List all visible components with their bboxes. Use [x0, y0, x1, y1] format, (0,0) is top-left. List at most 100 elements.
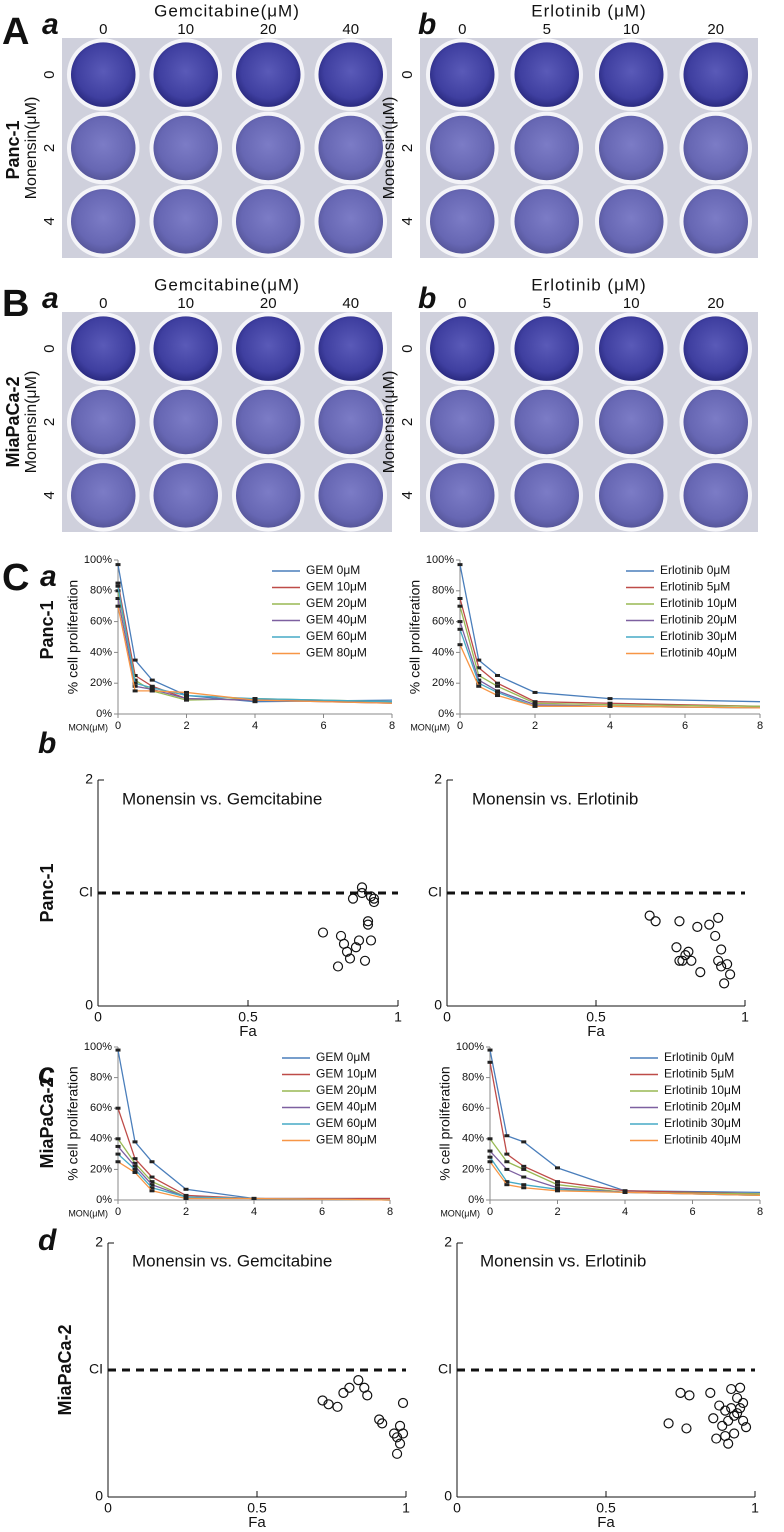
point-marker: [183, 1187, 189, 1191]
row-label: 0: [41, 344, 58, 352]
data-point: [695, 966, 706, 978]
point-marker: [132, 1170, 138, 1174]
y-tick-label: 40%: [90, 1133, 112, 1145]
legend-label: GEM 80μM: [306, 646, 367, 660]
point-marker: [476, 674, 482, 677]
data-point: [671, 942, 682, 953]
point-marker: [252, 698, 258, 702]
x-tick-label: 0: [104, 1500, 112, 1516]
point-marker: [115, 1160, 121, 1164]
well: [514, 316, 580, 381]
y-tick-label: 2: [434, 771, 442, 787]
legend-label: GEM 40μM: [316, 1100, 377, 1114]
point-marker: [476, 658, 482, 662]
x-tick-label: 4: [607, 720, 613, 732]
data-point: [332, 1401, 343, 1412]
y-tick-label: 0: [434, 997, 442, 1013]
well: [235, 316, 301, 381]
panel-label: b: [418, 8, 436, 41]
legend-label: Erlotinib 5μM: [664, 1067, 734, 1081]
y-axis-label: % cell proliferation: [65, 580, 81, 694]
x-tick-label: 4: [251, 1206, 257, 1218]
data-point: [686, 955, 697, 966]
data-point: [680, 950, 691, 961]
well: [153, 42, 219, 107]
row-axis-label: Monensin(μM): [381, 97, 398, 200]
legend-label: GEM 40μM: [306, 613, 367, 627]
data-point: [377, 1418, 388, 1429]
y-tick-label: CI: [79, 884, 93, 900]
cell-line-label: MiaPaCa-2: [55, 1324, 75, 1415]
column-label: 40: [342, 295, 359, 312]
point-marker: [132, 658, 138, 662]
point-marker: [532, 701, 538, 705]
point-marker: [521, 1140, 527, 1144]
legend-label: Erlotinib 30μM: [660, 629, 737, 643]
plate-title: Erlotinib (μM): [531, 275, 646, 294]
data-point: [720, 1405, 731, 1416]
y-axis-label: % cell proliferation: [407, 580, 423, 694]
panel-label: d: [38, 1224, 57, 1257]
point-marker: [495, 681, 500, 685]
point-marker: [115, 589, 121, 593]
y-tick-label: 0%: [96, 1194, 112, 1206]
x-tick-label: 0.5: [238, 1009, 258, 1025]
point-marker: [149, 1189, 155, 1193]
data-point: [722, 959, 733, 970]
column-label: 5: [543, 295, 551, 312]
data-point: [737, 1415, 749, 1426]
well: [153, 389, 219, 455]
legend-label: GEM 0μM: [306, 563, 360, 577]
series-line: [117, 1161, 391, 1201]
row-label: 4: [41, 217, 58, 225]
point-marker: [149, 684, 155, 688]
legend-label: Erlotinib 40μM: [664, 1133, 741, 1147]
point-marker: [149, 1180, 155, 1184]
chart-title: Monensin vs. Gemcitabine: [122, 789, 322, 808]
point-marker: [487, 1060, 493, 1064]
data-point: [644, 910, 655, 921]
point-marker: [495, 694, 500, 698]
well: [429, 115, 495, 181]
well: [514, 189, 580, 254]
panel-label: c: [38, 1057, 55, 1090]
data-point: [332, 961, 344, 972]
legend-label: Erlotinib 10μM: [664, 1083, 741, 1097]
legend-label: Erlotinib 0μM: [664, 1050, 734, 1064]
point-marker: [149, 1186, 155, 1190]
point-marker: [252, 700, 258, 704]
legend-label: GEM 60μM: [306, 629, 367, 643]
row-label: 2: [399, 418, 416, 426]
point-marker: [532, 690, 538, 694]
y-tick-label: 2: [95, 1234, 103, 1250]
data-point: [719, 978, 730, 989]
y-tick-label: 100%: [84, 1041, 112, 1053]
point-marker: [555, 1186, 560, 1190]
data-point: [708, 1413, 719, 1424]
point-marker: [476, 684, 482, 688]
y-tick-label: 80%: [462, 1072, 484, 1084]
point-marker: [115, 584, 121, 588]
point-marker: [115, 1137, 121, 1141]
y-tick-label: CI: [89, 1361, 103, 1377]
point-marker: [607, 703, 613, 707]
well: [235, 42, 301, 107]
well: [683, 115, 749, 181]
series-line: [459, 564, 761, 703]
point-marker: [115, 604, 121, 608]
data-point: [353, 1375, 364, 1386]
y-tick-label: 20%: [90, 677, 112, 689]
point-marker: [149, 1160, 155, 1164]
legend-label: Erlotinib 40μM: [660, 646, 737, 660]
point-marker: [555, 1183, 560, 1187]
y-tick-label: 0%: [438, 708, 454, 720]
data-point: [681, 1423, 692, 1434]
data-point: [317, 927, 329, 938]
data-point: [675, 1387, 686, 1398]
x-tick-label: 2: [183, 720, 189, 732]
x-tick-label: 8: [387, 1206, 393, 1218]
well: [318, 463, 384, 528]
data-point: [704, 919, 715, 930]
cell-line-label: Panc-1: [37, 600, 57, 659]
y-tick-label: 20%: [462, 1163, 484, 1175]
